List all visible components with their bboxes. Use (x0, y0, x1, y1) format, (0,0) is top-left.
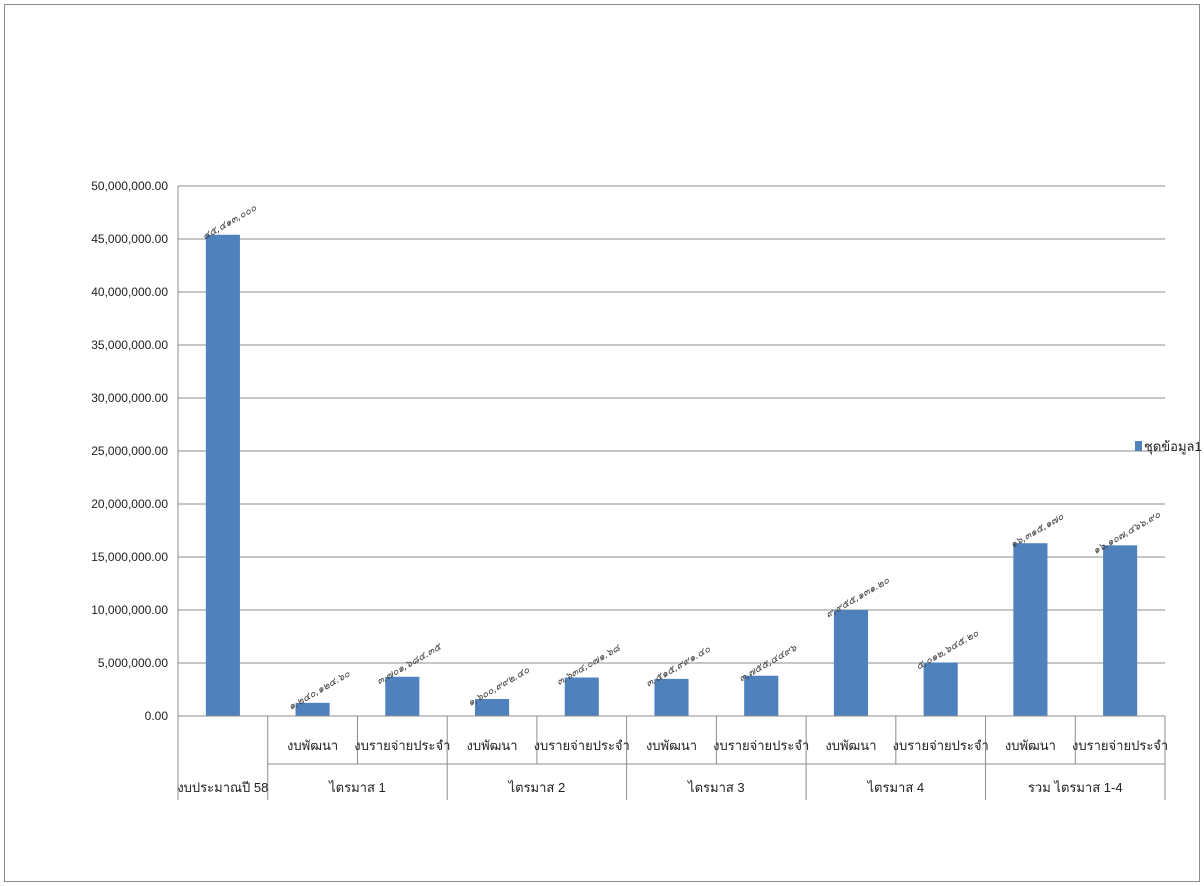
bar (474, 699, 510, 716)
x-group-label: ไตรมาส 2 (508, 780, 566, 795)
bar (205, 234, 240, 716)
legend-label: ชุดข้อมูล1 (1144, 439, 1202, 455)
x-category-label: งบพัฒนา (287, 738, 338, 753)
y-tick-label: 35,000,000.00 (91, 338, 168, 352)
x-category-label: งบรายจ่ายประจำ (354, 738, 450, 753)
x-category-label: งบพัฒนา (1005, 738, 1056, 753)
y-tick-label: 45,000,000.00 (91, 232, 168, 246)
bar (385, 676, 420, 716)
y-tick-label: 5,000,000.00 (98, 656, 168, 670)
bar (654, 678, 689, 716)
y-tick-label: 30,000,000.00 (91, 391, 168, 405)
legend: ชุดข้อมูล1 (1135, 439, 1202, 455)
y-tick-label: 25,000,000.00 (91, 444, 168, 458)
x-group-label: ไตรมาส 1 (328, 780, 386, 795)
chart-frame (4, 4, 1200, 882)
bar (923, 662, 958, 716)
y-tick-label: 40,000,000.00 (91, 285, 168, 299)
x-category-label: งบรายจ่ายประจำ (713, 738, 809, 753)
legend-swatch (1135, 441, 1142, 451)
x-axis: งบประมาณปี 58 ไตรมาส 1 งบพัฒนา งบรายจ่ายประ… (177, 715, 1168, 800)
bar (295, 702, 330, 716)
x-group-label: ไตรมาส 4 (867, 780, 925, 795)
bar (744, 675, 779, 716)
bar (1013, 543, 1048, 716)
x-group-label: งบประมาณปี 58 (177, 780, 268, 795)
bar (564, 677, 599, 716)
y-tick-label: 50,000,000.00 (91, 179, 168, 193)
y-tick-label: 20,000,000.00 (91, 497, 168, 511)
y-tick-label: 15,000,000.00 (91, 550, 168, 564)
x-category-label: งบพัฒนา (466, 738, 517, 753)
x-category-label: งบรายจ่ายประจำ (534, 738, 630, 753)
x-category-label: งบรายจ่ายประจำ (1072, 738, 1168, 753)
x-category-label: งบพัฒนา (825, 738, 876, 753)
y-axis: 0.00 5,000,000.00 10,000,000.00 15,000,000.… (91, 179, 179, 723)
y-tick-label: 0.00 (145, 709, 169, 723)
bar (833, 610, 869, 716)
y-tick-label: 10,000,000.00 (91, 603, 168, 617)
bars (205, 234, 1138, 716)
bar (1103, 545, 1138, 716)
x-category-label: งบรายจ่ายประจำ (893, 738, 989, 753)
x-category-label: งบพัฒนา (646, 738, 697, 753)
x-group-label: ไตรมาส 3 (687, 780, 745, 795)
x-group-label: รวม ไตรมาส 1-4 (1028, 780, 1123, 795)
